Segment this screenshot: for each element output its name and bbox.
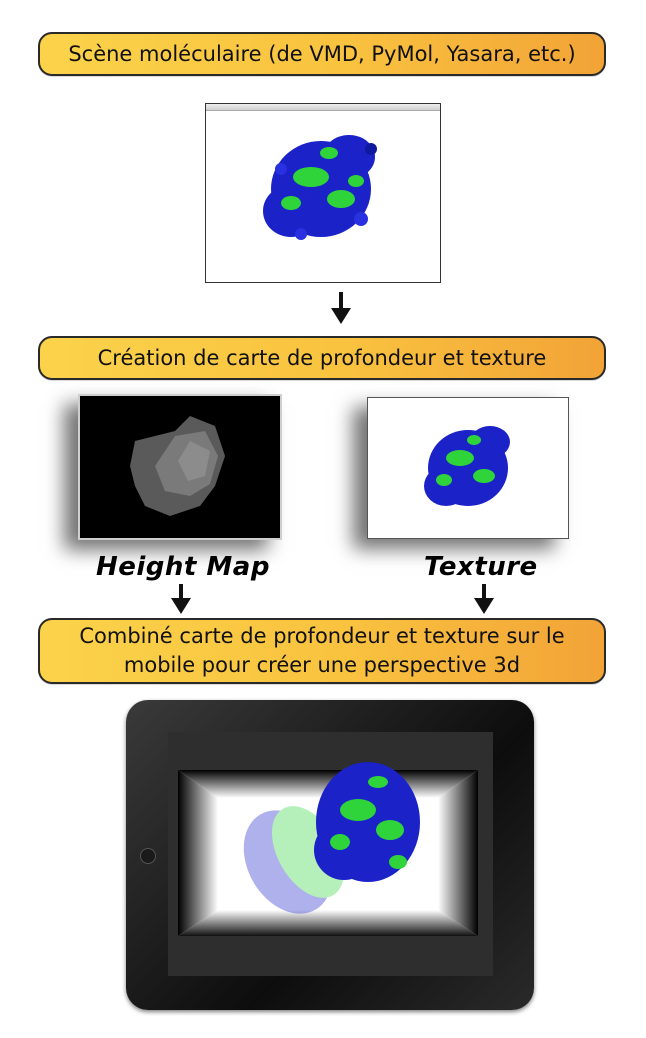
window-titlebar xyxy=(206,104,440,111)
height-map-caption: Height Map xyxy=(96,552,270,582)
tablet-screen xyxy=(168,732,493,976)
molecule-render xyxy=(263,135,377,240)
step3-line2: mobile pour créer une perspective 3d xyxy=(123,653,521,677)
down-arrow-icon xyxy=(171,584,191,614)
home-button-icon xyxy=(140,848,156,864)
step1-banner: Scène moléculaire (de VMD, PyMol, Yasara… xyxy=(38,32,606,76)
height-map-image xyxy=(78,394,282,540)
step3-banner: Combiné carte de profondeur et texture s… xyxy=(38,618,606,684)
tablet-device xyxy=(126,700,534,1010)
down-arrow-icon xyxy=(474,584,494,614)
step3-line1: Combiné carte de profondeur et texture s… xyxy=(79,624,565,648)
step2-banner: Création de carte de profondeur et textu… xyxy=(38,336,606,380)
step2-label: Création de carte de profondeur et textu… xyxy=(97,346,547,370)
texture-caption: Texture xyxy=(424,552,538,582)
texture-image xyxy=(367,397,569,539)
down-arrow-icon xyxy=(331,292,351,324)
molecular-scene-window xyxy=(205,103,441,283)
step1-label: Scène moléculaire (de VMD, PyMol, Yasara… xyxy=(68,42,576,66)
